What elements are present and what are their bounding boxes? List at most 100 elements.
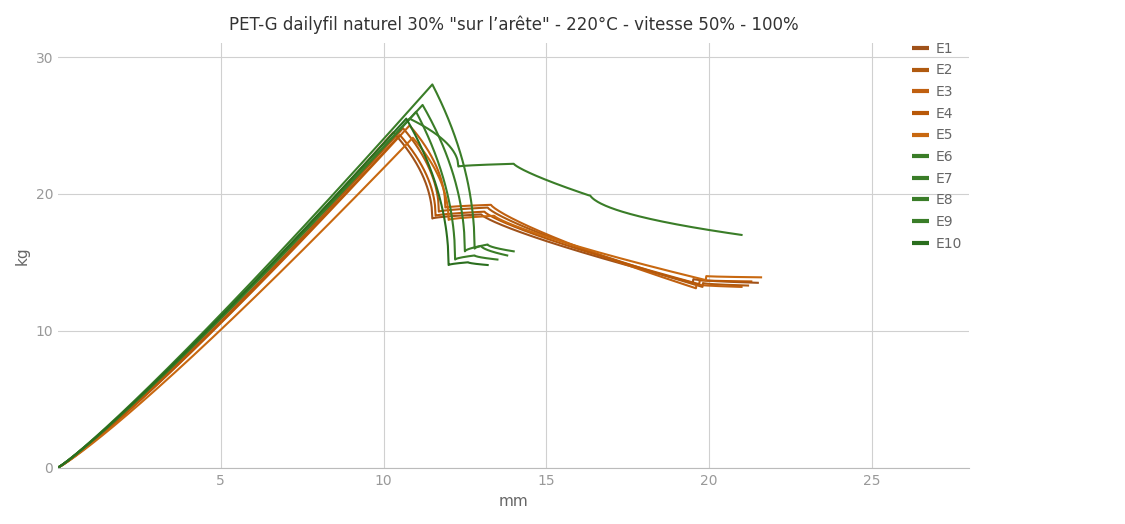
E9 [227, 302, 241, 308]
E4 [292, 240, 306, 246]
E4 [52, 464, 65, 471]
E9 [54, 463, 68, 469]
E6 [575, 190, 588, 196]
E7 [56, 462, 70, 468]
E3 [94, 432, 108, 438]
E8 [425, 81, 439, 88]
E5 [94, 433, 108, 439]
E9 [410, 108, 423, 115]
E7 [52, 464, 65, 471]
E6 [386, 134, 399, 140]
Line: E10: E10 [58, 118, 487, 467]
E5 [389, 152, 403, 158]
E8 [235, 289, 249, 296]
E2 [52, 464, 65, 471]
E3 [246, 288, 260, 294]
Line: E5: E5 [58, 138, 762, 467]
E6 [52, 464, 65, 471]
E8 [233, 292, 246, 298]
E3 [711, 283, 724, 289]
E5 [52, 464, 65, 471]
E2 [741, 282, 755, 289]
E2 [380, 143, 394, 149]
E10 [480, 262, 494, 268]
E7 [54, 463, 68, 469]
E10 [220, 307, 234, 313]
E6 [655, 218, 668, 224]
E5 [406, 135, 420, 141]
E6 [403, 115, 416, 122]
E1 [237, 291, 251, 298]
E6 [94, 430, 108, 436]
Line: E1: E1 [58, 133, 758, 467]
E10 [219, 308, 233, 314]
Y-axis label: kg: kg [15, 246, 30, 265]
X-axis label: mm: mm [498, 494, 529, 509]
E9 [490, 256, 504, 263]
E4 [674, 276, 687, 282]
E10 [52, 464, 65, 471]
E4 [393, 132, 406, 138]
E6 [735, 232, 748, 238]
E10 [55, 462, 69, 468]
E3 [299, 233, 313, 239]
E9 [225, 304, 238, 311]
E3 [52, 464, 65, 471]
E1 [92, 432, 106, 439]
E5 [248, 294, 261, 301]
E8 [52, 464, 65, 471]
E7 [228, 300, 242, 307]
Line: E9: E9 [58, 112, 497, 467]
E4 [377, 149, 390, 156]
E3 [735, 284, 748, 290]
E10 [399, 115, 413, 122]
E2 [677, 278, 691, 285]
E2 [295, 235, 308, 242]
E7 [416, 102, 430, 108]
Line: E7: E7 [58, 105, 507, 467]
Line: E4: E4 [58, 135, 752, 467]
E7 [482, 247, 495, 253]
E1 [717, 278, 730, 285]
E4 [93, 433, 107, 439]
E8 [487, 244, 501, 250]
E8 [56, 461, 70, 467]
Line: E6: E6 [58, 118, 741, 467]
E2 [93, 432, 107, 438]
E7 [501, 252, 514, 258]
Line: E3: E3 [58, 125, 741, 467]
E10 [223, 305, 236, 311]
E10 [54, 463, 68, 469]
E6 [246, 282, 260, 289]
E9 [225, 303, 238, 310]
E2 [242, 289, 255, 296]
E6 [299, 227, 313, 233]
E5 [755, 274, 768, 280]
E1 [667, 275, 681, 281]
E2 [718, 281, 731, 288]
E5 [726, 274, 739, 280]
Line: E2: E2 [58, 128, 748, 467]
E5 [302, 242, 315, 248]
E2 [396, 125, 410, 132]
E5 [681, 272, 694, 279]
E3 [403, 122, 416, 128]
E8 [507, 248, 521, 255]
E7 [227, 301, 241, 308]
E4 [241, 293, 254, 299]
E4 [745, 278, 758, 285]
E1 [370, 147, 384, 154]
E3 [386, 140, 399, 147]
E3 [672, 279, 685, 286]
Title: PET-G dailyfil naturel 30% "sur l’arête" - 220°C - vitesse 50% - 100%: PET-G dailyfil naturel 30% "sur l’arête"… [228, 15, 799, 34]
E8 [54, 463, 68, 469]
E1 [287, 238, 300, 244]
E9 [474, 254, 487, 260]
E1 [387, 129, 400, 136]
E4 [718, 278, 731, 284]
E1 [52, 464, 65, 471]
E8 [233, 291, 246, 297]
Line: E8: E8 [58, 84, 514, 467]
E10 [466, 260, 479, 267]
E9 [52, 464, 65, 471]
